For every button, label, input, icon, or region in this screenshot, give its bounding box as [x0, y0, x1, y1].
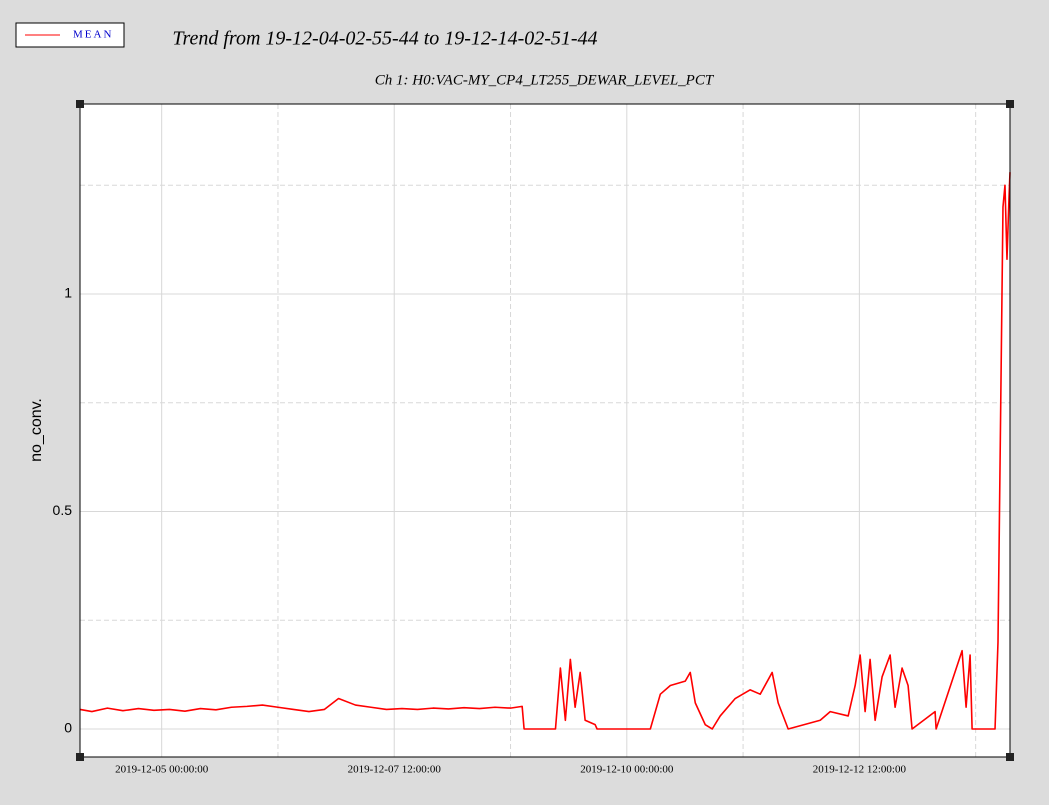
x-tick-label: 2019-12-07 12:00:00: [348, 764, 442, 776]
corner-handle: [1006, 753, 1014, 761]
y-axis-label: no_conv.: [28, 398, 45, 462]
data-line: [79, 172, 1011, 730]
chart-subtitle: Ch 1: H0:VAC-MY_CP4_LT255_DEWAR_LEVEL_PC…: [375, 72, 715, 88]
y-tick-label: 0: [64, 720, 72, 736]
x-tick-label: 2019-12-10 00:00:00: [580, 764, 674, 776]
plot-area: [80, 104, 1010, 757]
corner-handle: [1006, 100, 1014, 108]
lines: [79, 172, 1011, 730]
y-tick-label: 1: [64, 285, 72, 301]
x-tick-label: 2019-12-05 00:00:00: [115, 764, 209, 776]
chart-title: Trend from 19-12-04-02-55-44 to 19-12-14…: [172, 28, 597, 50]
plot-frame: [79, 103, 1011, 758]
x-tick-label: 2019-12-12 12:00:00: [813, 764, 907, 776]
corner-handle: [76, 100, 84, 108]
legend-label: MEAN: [73, 29, 113, 41]
corner-handle: [76, 753, 84, 761]
grid: [80, 104, 1010, 757]
y-tick-label: 0.5: [53, 502, 73, 518]
